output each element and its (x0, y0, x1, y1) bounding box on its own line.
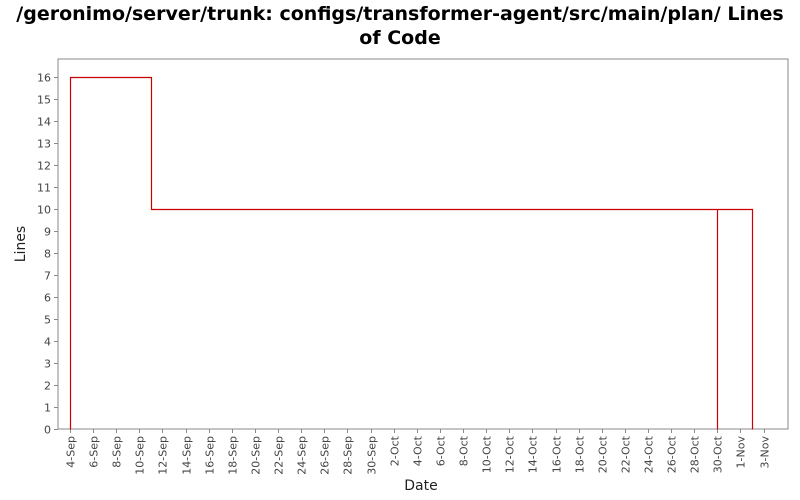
x-tick-label: 12-Sep (157, 436, 170, 475)
x-tick-label: 4-Oct (412, 435, 425, 466)
x-tick-label: 24-Oct (643, 435, 656, 473)
y-tick-label: 0 (44, 424, 51, 437)
y-tick-label: 14 (37, 116, 51, 129)
x-tick-label: 28-Sep (342, 436, 355, 475)
x-tick-label: 14-Sep (181, 436, 194, 475)
x-tick-label: 18-Sep (227, 436, 240, 475)
y-tick-label: 3 (44, 358, 51, 371)
x-tick-label: 20-Oct (597, 435, 610, 473)
x-tick-label: 16-Oct (551, 435, 564, 473)
x-tick-label: 6-Oct (435, 435, 448, 466)
y-tick-label: 15 (37, 94, 51, 107)
x-tick-label: 20-Sep (250, 436, 263, 475)
y-tick-label: 6 (44, 292, 51, 305)
x-tick-label: 8-Oct (458, 435, 471, 466)
x-tick-label: 22-Oct (620, 435, 633, 473)
chart-title: /geronimo/server/trunk: configs/transfor… (0, 2, 800, 50)
x-tick-label: 22-Sep (273, 436, 286, 475)
x-tick-label: 18-Oct (574, 435, 587, 473)
y-tick-label: 7 (44, 270, 51, 283)
x-tick-label: 1-Nov (735, 436, 748, 469)
y-tick-label: 11 (37, 182, 51, 195)
x-tick-label: 10-Oct (481, 435, 494, 473)
plot-area (57, 58, 789, 430)
x-axis: 4-Sep 6-Sep 8-Sep 10-Sep 12-Sep 14-Sep 16-Sep 1… (65, 429, 772, 475)
series-layer (69, 76, 754, 430)
y-axis-title: Lines (13, 226, 29, 262)
x-tick-label: 30-Oct (712, 435, 725, 473)
x-tick-label: 10-Sep (134, 436, 147, 475)
y-tick-label: 8 (44, 248, 51, 261)
x-tick-label: 3-Nov (759, 436, 772, 469)
x-tick-label: 4-Sep (65, 436, 78, 468)
x-tick-label: 26-Oct (666, 435, 679, 473)
x-tick-label: 14-Oct (527, 435, 540, 473)
x-tick-label: 28-Oct (689, 435, 702, 473)
x-tick-label: 30-Sep (366, 436, 379, 475)
x-tick-label: 16-Sep (204, 436, 217, 475)
x-tick-label: 2-Oct (389, 435, 402, 466)
y-tick-label: 13 (37, 138, 51, 151)
x-tick-label: 26-Sep (319, 436, 332, 475)
x-tick-label: 24-Sep (296, 436, 309, 475)
x-tick-label: 12-Oct (504, 435, 517, 473)
chart-title-line-1: /geronimo/server/trunk: configs/transfor… (16, 3, 784, 25)
y-tick-label: 1 (44, 402, 51, 415)
y-tick-label: 2 (44, 380, 51, 393)
chart-title-line-2: of Code (359, 27, 441, 49)
y-tick-label: 16 (37, 72, 51, 85)
x-axis-title: Date (404, 478, 437, 494)
y-tick-label: 12 (37, 160, 51, 173)
x-tick-label: 6-Sep (88, 436, 101, 468)
y-tick-label: 10 (37, 204, 51, 217)
y-tick-label: 5 (44, 314, 51, 327)
y-tick-label: 4 (44, 336, 51, 349)
y-tick-label: 9 (44, 226, 51, 239)
x-tick-label: 8-Sep (111, 436, 124, 468)
